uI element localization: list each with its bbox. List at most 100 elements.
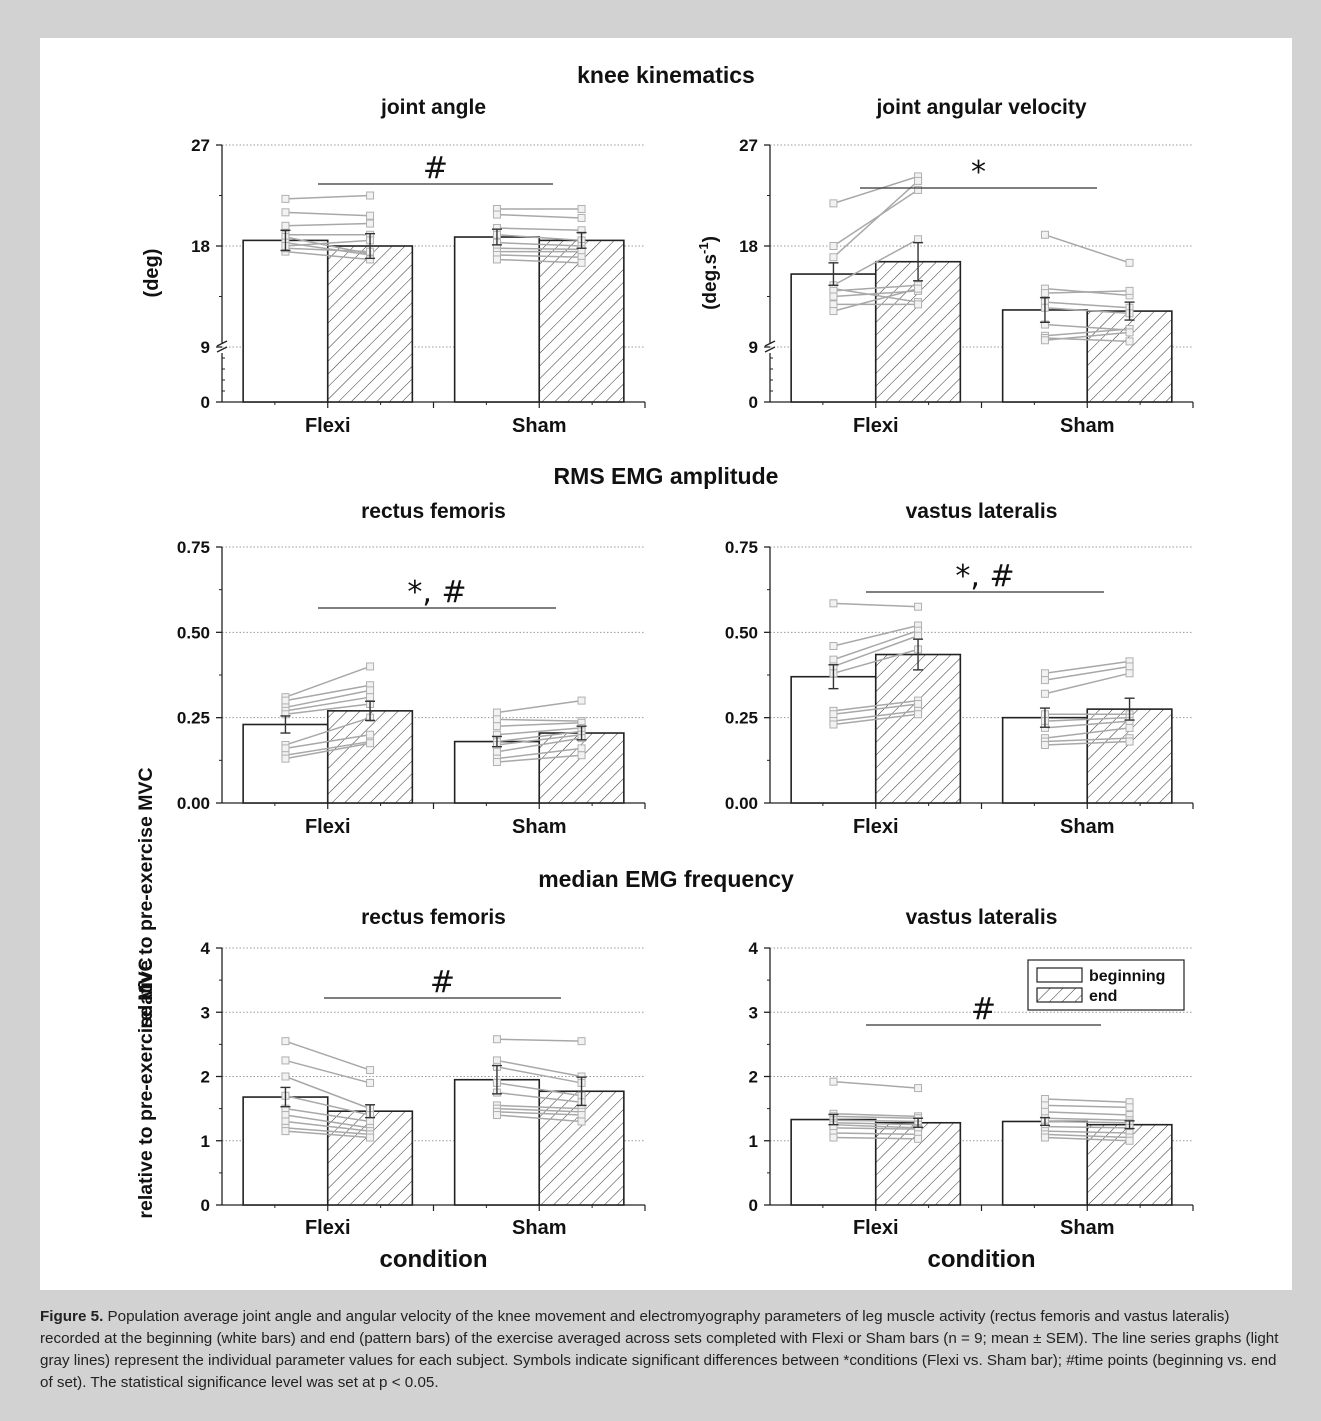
subject-line [285, 740, 371, 756]
subject-marker [829, 199, 838, 208]
subject-line [833, 1123, 919, 1129]
subject-marker [1040, 689, 1049, 698]
significance-label: # [430, 965, 455, 1000]
section-title-median: median EMG frequency [538, 866, 794, 892]
chart-1: joint angle 0 9 18 27 # Flexi Sham [191, 96, 646, 437]
subject-line [285, 1075, 371, 1110]
category-label: Sham [1060, 816, 1114, 838]
subject-marker [1040, 740, 1049, 749]
subject-line [496, 1082, 582, 1097]
category-label: Flexi [853, 1217, 899, 1239]
bar-beginning [242, 239, 329, 403]
subject-marker [914, 700, 923, 709]
subject-line [496, 234, 582, 242]
figure-svg: knee kinematics RMS EMG amplitude median… [135, 62, 1194, 1273]
y-axis-title-superscript: -1 [696, 242, 711, 254]
subject-line [833, 710, 919, 722]
axis-break-mark [764, 340, 776, 353]
subject-marker [829, 292, 838, 301]
subject-marker [914, 1084, 923, 1093]
subject-marker [1040, 669, 1049, 678]
subject-marker [366, 739, 375, 748]
category-label: Sham [512, 415, 566, 437]
subject-line [496, 1107, 582, 1113]
subject-line [833, 635, 919, 668]
subject-marker [1125, 662, 1134, 671]
subject-line [496, 1091, 582, 1103]
subject-line [833, 284, 919, 292]
subject-marker [1125, 737, 1134, 746]
subject-line [496, 747, 582, 760]
subject-marker [366, 662, 375, 671]
chart-4: vastus lateralis 0.00 0.25 0.50 0.75 *, # Flex… [725, 500, 1194, 838]
chart-2: joint angular velocity 0 9 18 27 * Flexi Sham [739, 96, 1194, 437]
y-tick-label: 27 [739, 136, 758, 155]
bar-beginning [453, 1078, 541, 1206]
chart-6: vastus lateralis 0 1 2 3 4 # Flexi Sham condition… [749, 906, 1194, 1273]
subject-line [833, 1122, 919, 1126]
y-axis-title: (deg.s-1) [696, 236, 721, 310]
caption-label: Figure 5. [40, 1308, 104, 1325]
subject-line [1044, 1130, 1130, 1134]
subject-line [496, 699, 582, 714]
subject-line [285, 1114, 371, 1129]
subject-marker [492, 708, 501, 717]
subject-marker [914, 631, 923, 640]
category-label: Sham [1060, 1217, 1114, 1239]
subject-line [1044, 306, 1130, 315]
subject-marker [1125, 723, 1134, 732]
bar-end [874, 1121, 962, 1206]
subject-marker [577, 1037, 586, 1046]
subject-marker [1040, 336, 1049, 345]
subject-marker [492, 715, 501, 724]
subject-marker [492, 255, 501, 264]
subject-line [833, 629, 919, 661]
subject-marker [492, 722, 501, 731]
subject-marker [281, 1127, 290, 1136]
subject-marker [366, 1066, 375, 1075]
subject-line [1044, 1098, 1130, 1103]
category-label: Flexi [853, 816, 899, 838]
subject-marker [914, 284, 923, 293]
subject-marker [829, 710, 838, 719]
legend-label-end: end [1089, 988, 1117, 1005]
subject-line [1044, 234, 1130, 264]
subject-marker [914, 235, 923, 244]
chart-title: vastus lateralis [906, 906, 1058, 929]
subject-marker [914, 185, 923, 194]
subject-line [285, 689, 371, 709]
subject-marker [577, 696, 586, 705]
significance-label: # [971, 992, 996, 1027]
subject-line [496, 1038, 582, 1042]
subject-line [285, 716, 371, 746]
category-label: Sham [512, 816, 566, 838]
subject-marker [366, 693, 375, 702]
subject-line [496, 1059, 582, 1078]
y-tick-label: 0 [201, 393, 210, 412]
subject-marker [366, 686, 375, 695]
subject-line [832, 180, 919, 258]
subject-marker [281, 754, 290, 763]
subject-marker [366, 211, 375, 220]
y-tick-label: 0.00 [725, 794, 758, 813]
subject-marker [1040, 230, 1049, 239]
subject-marker [281, 1037, 290, 1046]
subject-line [833, 648, 919, 675]
subject-line [1044, 727, 1130, 739]
subject-line [833, 703, 919, 715]
subject-marker [577, 213, 586, 222]
subject-line [285, 703, 371, 715]
subject-line [285, 211, 371, 217]
subject-line [833, 1127, 919, 1130]
subject-line [833, 175, 919, 205]
subject-line [285, 733, 371, 750]
subject-line [1044, 672, 1130, 695]
legend-swatch-end [1036, 987, 1083, 1003]
y-axis-title-paren: ) [700, 236, 721, 242]
y-tick-label: 0.00 [177, 794, 210, 813]
subject-line [496, 730, 582, 743]
y-tick-label: 4 [749, 939, 759, 958]
x-axis-title: condition [380, 1246, 488, 1273]
subject-marker [1125, 669, 1134, 678]
